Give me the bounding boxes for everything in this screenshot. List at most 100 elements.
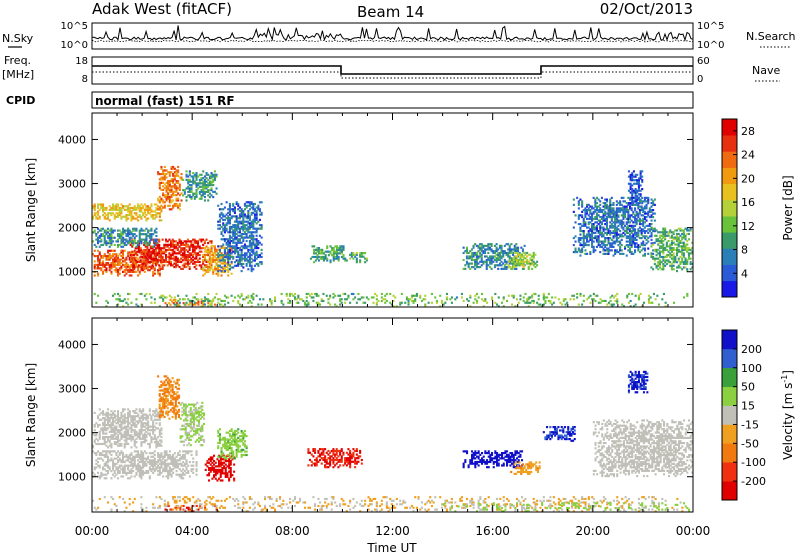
echo-cell xyxy=(203,178,206,181)
echo-cell xyxy=(108,245,111,248)
echo-cell xyxy=(122,459,125,462)
echo-cell xyxy=(237,299,240,303)
echo-cell xyxy=(134,259,137,262)
echo-cell xyxy=(617,237,620,240)
echo-cell xyxy=(158,269,161,272)
echo-cell xyxy=(105,450,108,453)
echo-cell xyxy=(192,299,195,303)
echo-cell xyxy=(631,198,634,201)
echo-cell xyxy=(595,207,598,210)
echo-cell xyxy=(638,221,641,224)
echo-cell xyxy=(132,229,135,232)
echo-cell xyxy=(232,208,235,211)
echo-cell xyxy=(120,452,123,455)
echo-cell xyxy=(235,229,238,232)
echo-cell xyxy=(213,170,216,173)
echo-cell xyxy=(597,223,600,226)
echo-cell xyxy=(684,243,687,246)
echo-cell xyxy=(118,234,121,238)
echo-cell xyxy=(163,455,166,458)
echo-cell xyxy=(147,205,150,208)
echo-cell xyxy=(250,264,253,267)
echo-cell xyxy=(195,254,198,257)
echo-cell xyxy=(629,202,632,205)
echo-cell xyxy=(173,171,176,174)
echo-cell xyxy=(248,202,251,206)
echo-cell xyxy=(133,256,136,259)
echo-cell xyxy=(222,267,225,270)
echo-cell xyxy=(148,242,151,245)
echo-cell xyxy=(274,299,277,303)
echo-cell xyxy=(637,298,640,301)
nsearch-tick-top: 10^5 xyxy=(697,21,724,32)
echo-cell xyxy=(319,252,322,255)
echo-cell xyxy=(158,471,161,474)
echo-cell xyxy=(192,194,195,197)
echo-cell xyxy=(222,215,225,218)
echo-cell xyxy=(511,258,514,262)
echo-cell xyxy=(253,217,256,220)
echo-cell xyxy=(188,180,191,183)
echo-cell xyxy=(152,233,155,236)
echo-cell xyxy=(594,249,597,252)
echo-cell xyxy=(257,303,260,306)
echo-cell xyxy=(647,237,650,240)
echo-cell xyxy=(577,238,580,241)
echo-cell xyxy=(390,303,393,306)
echo-cell xyxy=(686,270,689,273)
echo-cell xyxy=(107,450,110,453)
echo-cell xyxy=(110,240,113,243)
echo-cell xyxy=(624,209,627,212)
echo-cell xyxy=(183,457,186,460)
echo-cell xyxy=(140,459,143,462)
echo-cell xyxy=(178,240,181,243)
echo-cell xyxy=(122,263,125,266)
echo-cell xyxy=(228,202,231,206)
echo-cell xyxy=(250,234,253,237)
echo-cell xyxy=(225,213,228,216)
echo-cell xyxy=(285,292,288,296)
echo-cell xyxy=(102,263,105,266)
echo-cell xyxy=(637,228,640,231)
echo-cell xyxy=(210,253,213,256)
echo-cell xyxy=(228,268,231,271)
echo-cell xyxy=(215,253,218,256)
echo-cell xyxy=(163,206,166,209)
echo-cell xyxy=(362,255,365,258)
echo-cell xyxy=(514,266,517,269)
echo-cell xyxy=(577,249,580,252)
echo-cell xyxy=(492,255,495,258)
echo-cell xyxy=(230,250,233,253)
echo-cell xyxy=(607,230,610,233)
echo-cell xyxy=(612,221,615,224)
echo-cell xyxy=(669,252,672,255)
echo-cell xyxy=(257,206,260,209)
echo-cell xyxy=(332,257,335,260)
echo-cell xyxy=(163,296,166,299)
echo-cell xyxy=(93,243,96,247)
echo-cell xyxy=(640,228,643,231)
echo-cell xyxy=(634,214,637,217)
echo-cell xyxy=(177,462,180,465)
echo-cell xyxy=(610,231,613,234)
echo-cell xyxy=(92,444,95,447)
echo-cell xyxy=(123,208,126,211)
echo-cell xyxy=(118,236,121,239)
echo-cell xyxy=(143,215,146,218)
echo-cell xyxy=(240,208,243,211)
echo-cell xyxy=(150,205,153,208)
echo-cell xyxy=(165,257,168,260)
echo-cell xyxy=(227,222,230,225)
echo-cell xyxy=(247,250,250,253)
echo-cell xyxy=(519,260,522,263)
echo-cell xyxy=(591,217,594,220)
echo-cell xyxy=(467,299,470,303)
echo-cell xyxy=(227,218,230,221)
echo-cell xyxy=(360,253,363,256)
echo-cell xyxy=(247,201,250,204)
echo-cell xyxy=(190,254,193,257)
echo-cell xyxy=(582,233,585,236)
echo-cell xyxy=(634,182,637,185)
echo-cell xyxy=(154,243,157,246)
echo-cell xyxy=(125,256,128,259)
